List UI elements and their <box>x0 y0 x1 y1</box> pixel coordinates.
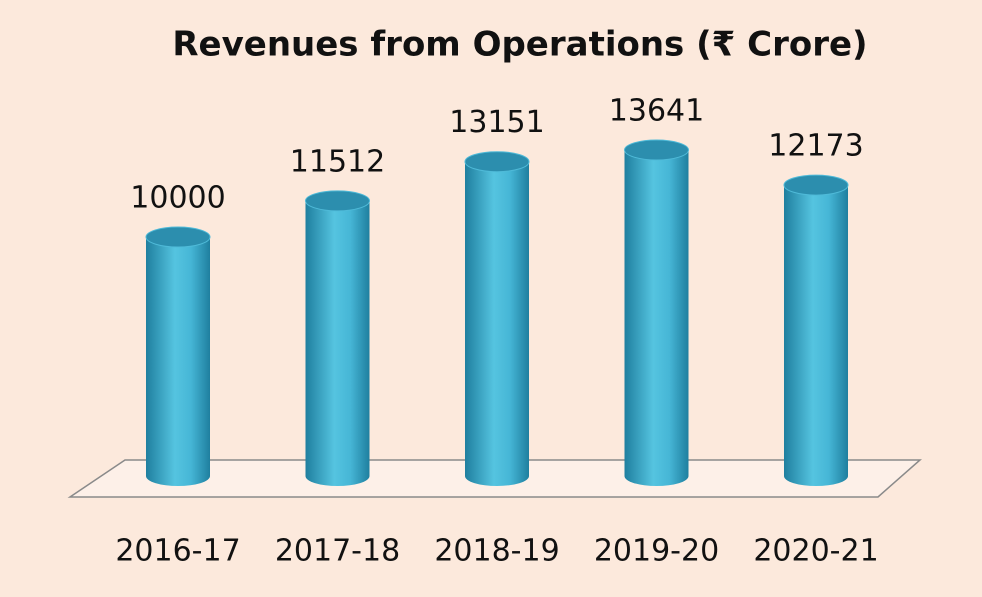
x-tick-label: 2018-19 <box>434 534 559 569</box>
bar <box>146 237 210 486</box>
bar <box>305 200 370 487</box>
bar <box>784 185 848 486</box>
x-tick-label: 2016-17 <box>115 534 240 569</box>
bar-top <box>624 139 689 161</box>
value-label: 10000 <box>130 181 225 216</box>
chart-title: Revenues from Operations (₹ Crore) <box>172 25 867 65</box>
value-label: 13641 <box>609 94 704 129</box>
bar <box>465 161 529 487</box>
bar-top <box>145 226 211 248</box>
bar-top <box>305 190 370 212</box>
bar-top <box>464 151 530 173</box>
x-tick-label: 2020-21 <box>753 534 878 569</box>
bar-top <box>783 174 849 196</box>
bar <box>624 150 689 487</box>
value-label: 13151 <box>449 105 544 140</box>
x-tick-label: 2019-20 <box>594 534 719 569</box>
x-tick-label: 2017-18 <box>275 534 400 569</box>
value-label: 11512 <box>290 144 385 179</box>
value-label: 12173 <box>768 129 863 164</box>
